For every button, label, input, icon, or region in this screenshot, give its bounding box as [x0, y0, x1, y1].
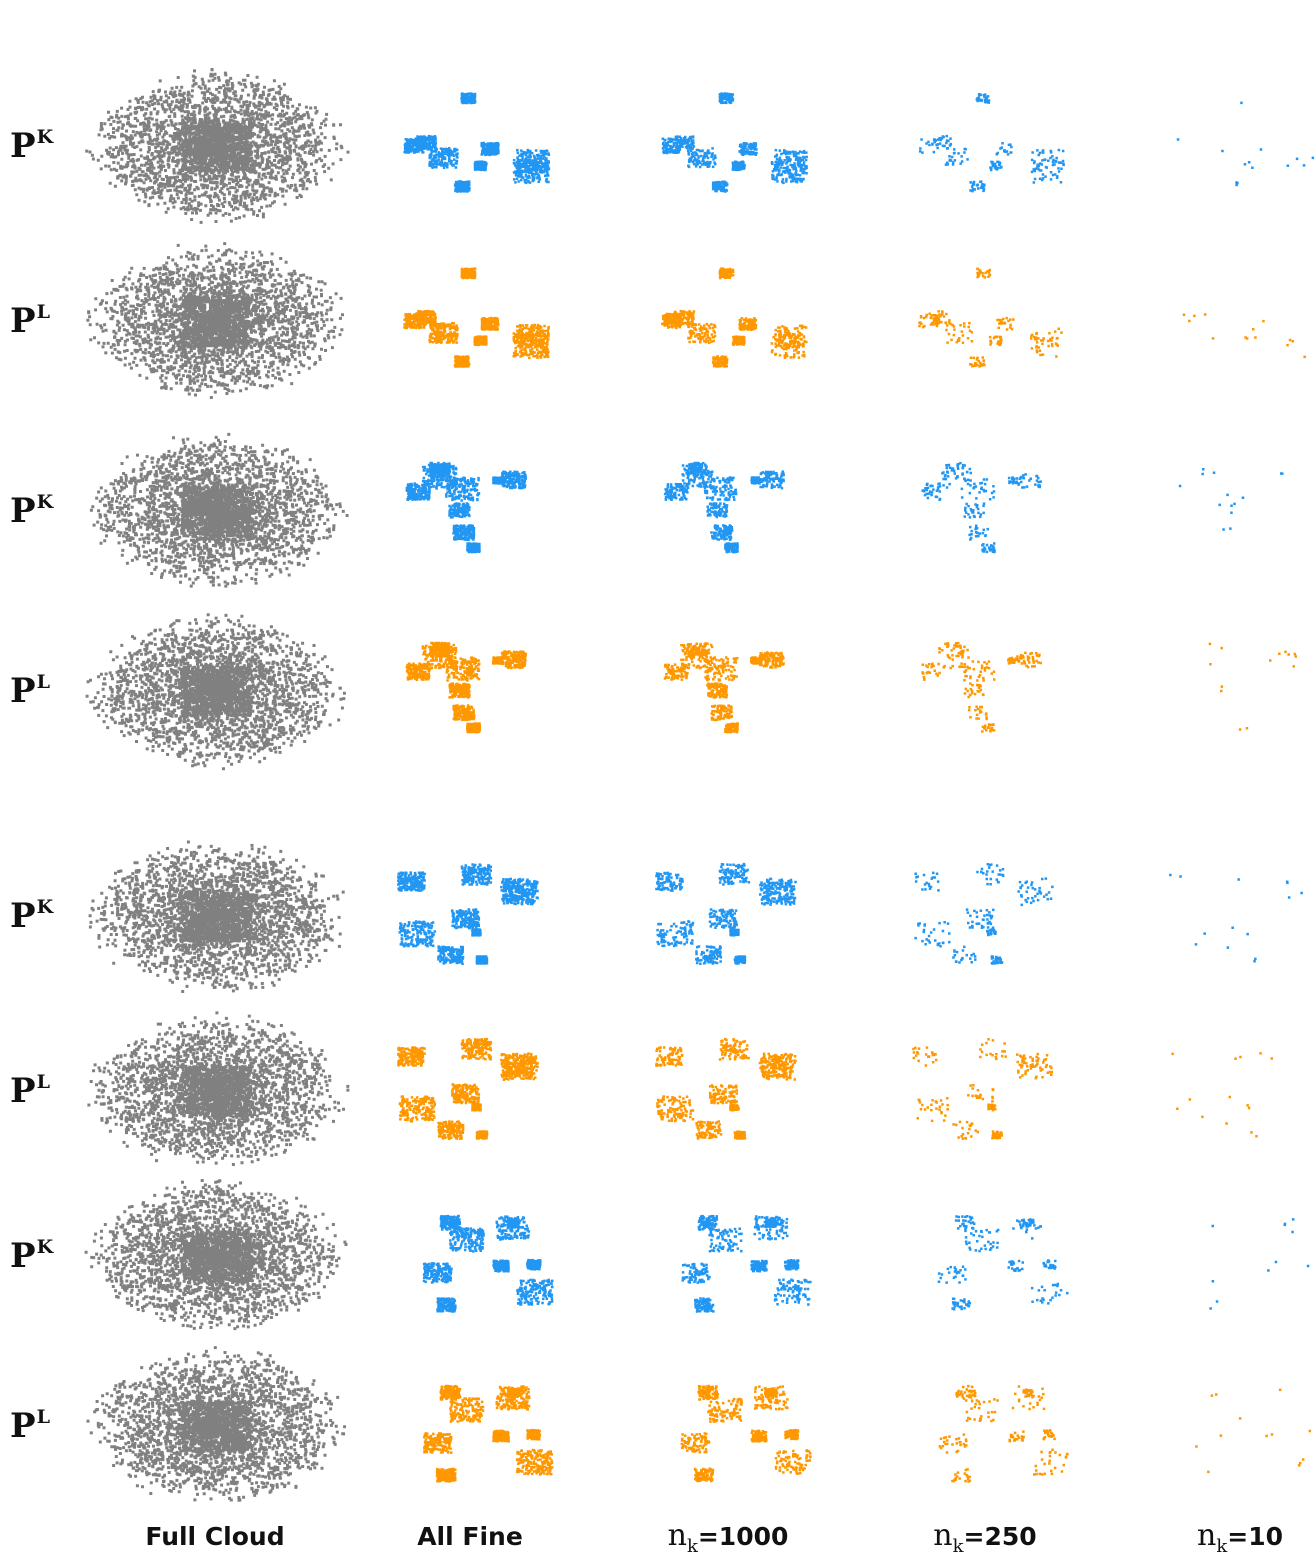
column-variable: n	[1197, 1518, 1216, 1553]
selected-points	[921, 642, 1042, 733]
column-label: nk=10	[1197, 1518, 1283, 1557]
row-label: PL	[10, 671, 50, 711]
row-superscript: K	[37, 491, 55, 513]
row-label: PL	[10, 1406, 50, 1446]
selected-points	[397, 863, 539, 965]
selected-points	[681, 1385, 812, 1483]
column-label: All Fine	[417, 1522, 523, 1551]
column-text: All Fine	[417, 1522, 523, 1551]
selected-points	[661, 267, 808, 367]
selected-points	[655, 1038, 797, 1140]
row-superscript: L	[37, 1406, 50, 1428]
selected-points	[662, 92, 808, 192]
row-symbol: P	[10, 301, 36, 341]
full-cloud	[85, 68, 349, 224]
full-cloud	[90, 433, 349, 588]
figure: PKPLPKPLPKPLPKPLFull CloudAll Finenk=100…	[0, 0, 1315, 1561]
column-label: nk=1000	[668, 1518, 789, 1557]
row-superscript: K	[37, 1236, 55, 1258]
column-text: =10	[1227, 1522, 1283, 1551]
selected-points	[912, 1038, 1053, 1140]
selected-points	[423, 1385, 553, 1483]
row-symbol: P	[10, 1406, 36, 1446]
row-symbol: P	[10, 896, 36, 936]
row-superscript: L	[37, 1071, 50, 1093]
row-symbol: P	[10, 126, 36, 166]
selected-points	[423, 1215, 554, 1313]
row-symbol: P	[10, 671, 36, 711]
selected-points	[664, 642, 785, 733]
selected-points	[1209, 643, 1297, 731]
selected-points	[1169, 874, 1303, 963]
selected-points	[397, 1038, 539, 1140]
column-label: Full Cloud	[145, 1522, 284, 1551]
row-symbol: P	[10, 491, 36, 531]
row-label: PK	[10, 1236, 55, 1276]
row-label: PK	[10, 896, 55, 936]
selected-points	[1177, 102, 1314, 187]
column-text: =250	[964, 1522, 1037, 1551]
full-cloud	[85, 1179, 348, 1330]
row-superscript: K	[37, 126, 55, 148]
full-cloud	[87, 1011, 349, 1166]
full-cloud	[87, 1346, 347, 1502]
column-text: Full Cloud	[145, 1522, 284, 1551]
selected-points	[1209, 1218, 1315, 1310]
row-superscript: K	[37, 896, 55, 918]
selected-points	[682, 1215, 812, 1313]
selected-points	[406, 642, 527, 734]
row-label: PK	[10, 491, 55, 531]
full-cloud	[86, 613, 346, 770]
selected-points	[914, 863, 1053, 965]
selected-points	[403, 92, 550, 192]
selected-points	[406, 462, 527, 554]
column-variable: n	[668, 1518, 687, 1553]
selected-points	[1183, 313, 1306, 358]
selected-points	[938, 1215, 1069, 1311]
selected-points	[939, 1385, 1069, 1483]
selected-points	[403, 267, 550, 367]
selected-points	[1179, 468, 1284, 531]
selected-points	[1171, 1052, 1273, 1137]
row-superscript: L	[37, 301, 50, 323]
selected-points	[918, 268, 1062, 368]
selected-points	[664, 462, 785, 554]
column-label: nk=250	[933, 1518, 1036, 1557]
selected-points	[1195, 1389, 1315, 1474]
row-symbol: P	[10, 1071, 36, 1111]
selected-points	[922, 462, 1043, 553]
full-cloud	[89, 841, 345, 994]
selected-points	[919, 93, 1065, 192]
row-label: PK	[10, 126, 55, 166]
full-cloud	[86, 242, 344, 399]
row-symbol: P	[10, 1236, 36, 1276]
column-variable: n	[933, 1518, 952, 1553]
row-superscript: L	[37, 671, 50, 693]
row-label: PL	[10, 1071, 50, 1111]
point-clouds	[85, 68, 1315, 1502]
column-text: =1000	[698, 1522, 789, 1551]
row-label: PL	[10, 301, 50, 341]
selected-points	[655, 863, 797, 965]
